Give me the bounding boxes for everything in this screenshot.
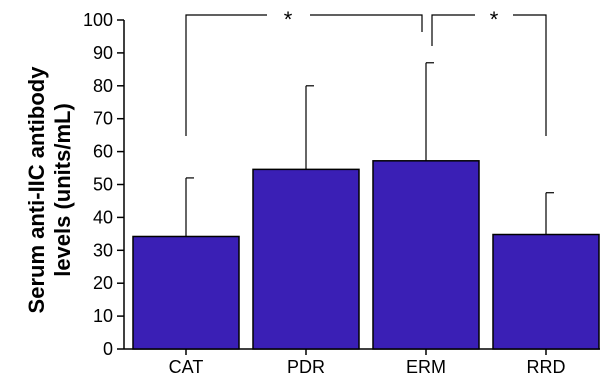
y-tick-label-60: 60 [93, 142, 113, 162]
bar-rrd [492, 233, 600, 350]
bar-pdr [252, 168, 360, 350]
bar-erm [372, 160, 480, 350]
y-tick-label-70: 70 [93, 109, 113, 129]
x-tick-label-erm: ERM [406, 357, 446, 377]
y-tick-label-80: 80 [93, 76, 113, 96]
significance-star-1: * [284, 7, 293, 32]
significance-bracket-2-right [513, 14, 547, 136]
y-tick-label-50: 50 [93, 175, 113, 195]
x-tick-label-rrd: RRD [527, 357, 566, 377]
x-tick-label-cat: CAT [169, 357, 204, 377]
y-tick-label-20: 20 [93, 273, 113, 293]
x-tick-label-pdr: PDR [287, 357, 325, 377]
y-axis-label-line-2: levels (units/mL) [50, 103, 75, 277]
significance-bracket-2-left [431, 14, 475, 46]
plot-area: 0 10 20 30 40 50 60 70 80 90 100 CAT PDR ERM RRD * * [83, 7, 600, 377]
y-tick-label-10: 10 [93, 306, 113, 326]
bar-cat [132, 235, 240, 350]
y-tick-label-40: 40 [93, 207, 113, 227]
significance-bracket-1-right [310, 14, 423, 32]
y-tick-label-90: 90 [93, 43, 113, 63]
y-tick-label-0: 0 [103, 339, 113, 359]
significance-star-2: * [490, 7, 499, 32]
y-axis-label-line-1: Serum anti-IIC antibody [24, 66, 49, 314]
y-tick-label-100: 100 [83, 10, 113, 30]
y-tick-label-30: 30 [93, 240, 113, 260]
significance-bracket-1-left [185, 14, 267, 136]
